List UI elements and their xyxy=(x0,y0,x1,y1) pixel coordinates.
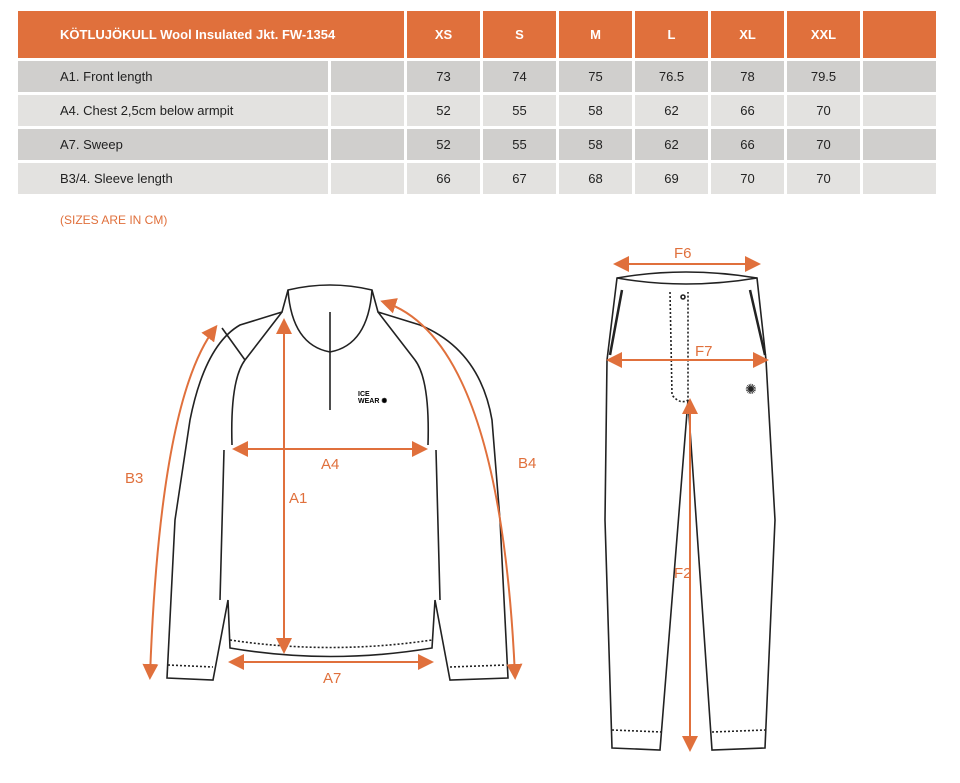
size-header: M xyxy=(559,11,632,58)
size-value: 70 xyxy=(711,163,784,194)
jacket-drawing xyxy=(166,284,509,681)
size-value: 67 xyxy=(483,163,556,194)
size-value: 70 xyxy=(787,129,860,160)
empty-cell xyxy=(331,95,404,126)
measurement-label: A1. Front length xyxy=(18,61,328,92)
measurement-label: B3/4. Sleeve length xyxy=(18,163,328,194)
size-header: L xyxy=(635,11,708,58)
measurement-label: A7. Sweep xyxy=(18,129,328,160)
size-value: 66 xyxy=(711,129,784,160)
size-value: 75 xyxy=(559,61,632,92)
size-value: 55 xyxy=(483,129,556,160)
table-row: A1. Front length 73 74 75 76.5 78 79.5 xyxy=(18,61,936,92)
units-note: (SIZES ARE IN CM) xyxy=(60,213,168,227)
measurement-arrows xyxy=(142,256,769,752)
size-value: 78 xyxy=(711,61,784,92)
size-table: KÖTLUJÖKULL Wool Insulated Jkt. FW-1354 … xyxy=(18,11,936,197)
size-header: XL xyxy=(711,11,784,58)
size-value: 55 xyxy=(483,95,556,126)
size-header: XS xyxy=(407,11,480,58)
product-title: KÖTLUJÖKULL Wool Insulated Jkt. FW-1354 xyxy=(18,11,404,58)
size-value: 52 xyxy=(407,95,480,126)
empty-header xyxy=(863,11,936,58)
label-f6: F6 xyxy=(674,245,692,262)
label-f2: F2 xyxy=(674,565,692,582)
table-row: A7. Sweep 52 55 58 62 66 70 xyxy=(18,129,936,160)
label-f7: F7 xyxy=(695,343,713,360)
size-value: 69 xyxy=(635,163,708,194)
size-value: 66 xyxy=(711,95,784,126)
label-a1: A1 xyxy=(289,490,307,507)
empty-cell xyxy=(331,61,404,92)
size-value: 70 xyxy=(787,163,860,194)
size-value: 73 xyxy=(407,61,480,92)
size-value: 66 xyxy=(407,163,480,194)
size-value: 62 xyxy=(635,95,708,126)
table-row: A4. Chest 2,5cm below armpit 52 55 58 62 66 70 xyxy=(18,95,936,126)
size-value: 74 xyxy=(483,61,556,92)
size-value: 68 xyxy=(559,163,632,194)
label-b3: B3 xyxy=(125,470,143,487)
size-value: 79.5 xyxy=(787,61,860,92)
table-header: KÖTLUJÖKULL Wool Insulated Jkt. FW-1354 … xyxy=(18,11,936,58)
empty-cell xyxy=(863,129,936,160)
empty-cell xyxy=(331,129,404,160)
empty-cell xyxy=(863,61,936,92)
empty-cell xyxy=(331,163,404,194)
size-header: S xyxy=(483,11,556,58)
svg-text:WEAR ✺: WEAR ✺ xyxy=(358,397,387,405)
label-a4: A4 xyxy=(321,456,339,473)
size-value: 58 xyxy=(559,95,632,126)
empty-cell xyxy=(863,95,936,126)
size-value: 70 xyxy=(787,95,860,126)
size-value: 58 xyxy=(559,129,632,160)
empty-cell xyxy=(863,163,936,194)
size-value: 76.5 xyxy=(635,61,708,92)
size-header: XXL xyxy=(787,11,860,58)
measurement-label: A4. Chest 2,5cm below armpit xyxy=(18,95,328,126)
table-row: B3/4. Sleeve length 66 67 68 69 70 70 xyxy=(18,163,936,194)
ice-wear-logo: ICE xyxy=(358,391,370,398)
logo-icon: ✺ xyxy=(745,381,757,397)
label-a7: A7 xyxy=(323,670,341,687)
size-value: 52 xyxy=(407,129,480,160)
label-b4: B4 xyxy=(518,455,536,472)
size-value: 62 xyxy=(635,129,708,160)
